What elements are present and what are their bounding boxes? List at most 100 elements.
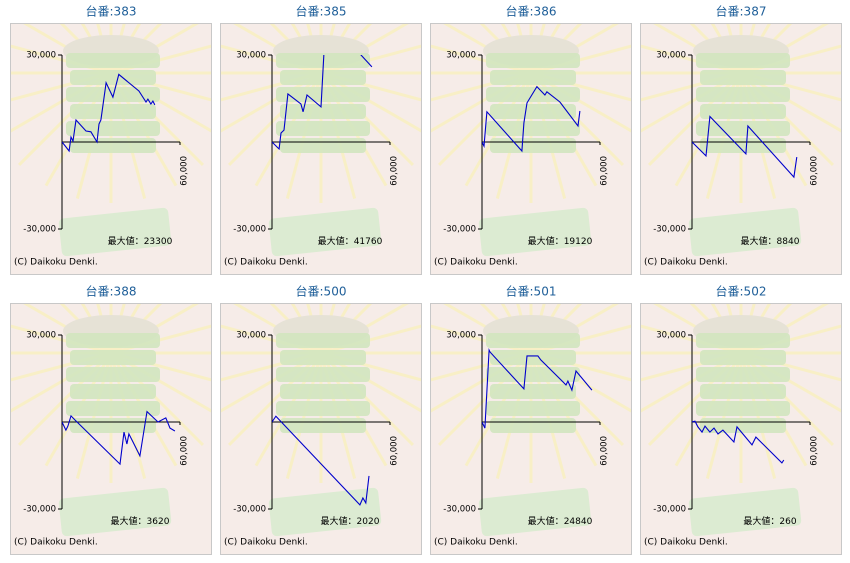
data-line: [62, 73, 156, 153]
y-tick-label: -30,000: [23, 505, 56, 515]
decor-tray: [58, 207, 172, 257]
data-line: [482, 85, 581, 153]
decor-tier: [700, 104, 786, 119]
decor-tier: [276, 121, 370, 136]
decor-tier: [696, 333, 790, 348]
copyright: (C) Daikoku Denki.: [434, 258, 518, 268]
chart-panel: 台番:387 30,000 -30,000 60,000 最大値：8840 (C) Dai…: [640, 4, 842, 275]
decor-tier: [490, 104, 576, 119]
x-tick-label: 60,000: [600, 436, 610, 466]
chart-title: 台番:388: [86, 284, 137, 299]
copyright: (C) Daikoku Denki.: [434, 538, 518, 548]
max-label: 最大値：: [741, 235, 777, 247]
y-tick-label: -30,000: [443, 505, 476, 515]
decor-tier: [486, 333, 580, 348]
max-value-text: 最大値：23300: [108, 235, 173, 247]
decor-tray: [478, 207, 592, 257]
chart-title: 台番:501: [506, 284, 557, 299]
chart-title: 台番:383: [86, 4, 137, 19]
decor-tier: [66, 53, 160, 68]
decor-tier: [486, 367, 580, 382]
x-tick-label: 60,000: [180, 156, 190, 186]
max-value: 19120: [564, 237, 593, 247]
y-tick-label: 30,000: [236, 331, 266, 341]
chart-title: 台番:385: [296, 4, 347, 19]
max-label: 最大値：: [743, 515, 779, 527]
copyright: (C) Daikoku Denki.: [14, 258, 98, 268]
decor-tier: [70, 418, 156, 433]
y-tick-label: -30,000: [233, 505, 266, 515]
decor-tier: [490, 70, 576, 85]
decor-tier: [486, 87, 580, 102]
max-value: 260: [779, 517, 796, 527]
max-label: 最大値：: [111, 515, 147, 527]
chart-panel: 台番:501 30,000 -30,000 60,000 最大値：24840 (C) Da…: [430, 284, 632, 555]
decor-tier: [276, 367, 370, 382]
chart-title: 台番:386: [506, 4, 557, 19]
copyright: (C) Daikoku Denki.: [224, 258, 308, 268]
y-tick-label: 30,000: [26, 331, 56, 341]
y-tick-label: -30,000: [653, 505, 686, 515]
y-tick-label: -30,000: [443, 225, 476, 235]
data-line: [272, 415, 370, 506]
chart-title: 台番:387: [716, 4, 767, 19]
decor-tier: [486, 53, 580, 68]
data-line: [482, 347, 593, 429]
max-value: 23300: [144, 237, 173, 247]
decor-tier: [70, 104, 156, 119]
decor-tier: [490, 418, 576, 433]
max-value: 24840: [564, 517, 593, 527]
decor-tier: [66, 121, 160, 136]
chart-panel: 台番:500 30,000 -30,000 60,000 最大値：2020 (C) Dai…: [220, 284, 422, 555]
max-value: 41760: [354, 237, 383, 247]
x-tick-label: 60,000: [390, 436, 400, 466]
decor-tier: [276, 333, 370, 348]
decor-tier: [66, 333, 160, 348]
max-value: 3620: [147, 517, 170, 527]
data-line: [692, 115, 798, 179]
max-value-text: 最大値：8840: [741, 235, 800, 247]
decor-tier: [276, 87, 370, 102]
decor-tray: [688, 487, 802, 537]
y-tick-label: -30,000: [653, 225, 686, 235]
y-tick-label: 30,000: [656, 51, 686, 61]
max-value-text: 最大値：19120: [528, 235, 593, 247]
decor-tier: [486, 121, 580, 136]
decor-tier: [70, 138, 156, 153]
max-value: 2020: [357, 517, 380, 527]
max-value: 8840: [777, 237, 800, 247]
decor-tier: [280, 418, 366, 433]
decor-tier: [696, 53, 790, 68]
decor-tier: [66, 367, 160, 382]
max-label: 最大値：: [318, 235, 354, 247]
chart-title: 台番:502: [716, 284, 767, 299]
decor-tier: [490, 384, 576, 399]
y-tick-label: -30,000: [233, 225, 266, 235]
y-tick-label: -30,000: [23, 225, 56, 235]
decor-tier: [70, 70, 156, 85]
x-tick-label: 60,000: [600, 156, 610, 186]
y-tick-label: 30,000: [26, 51, 56, 61]
max-value-text: 最大値：3620: [111, 515, 170, 527]
max-label: 最大値：: [321, 515, 357, 527]
decor-tray: [268, 207, 382, 257]
decor-tier: [700, 418, 786, 433]
decor-tier: [696, 121, 790, 136]
max-value-text: 最大値：24840: [528, 515, 593, 527]
decor-tier: [696, 401, 790, 416]
max-value-text: 最大値：41760: [318, 235, 383, 247]
decor-tray: [688, 207, 802, 257]
y-tick-label: 30,000: [236, 51, 266, 61]
copyright: (C) Daikoku Denki.: [644, 538, 728, 548]
chart-title: 台番:500: [296, 284, 347, 299]
max-label: 最大値：: [108, 235, 144, 247]
decor-tray: [268, 487, 382, 537]
chart-panel: 台番:502 30,000 -30,000 60,000 最大値：260 (C) Daik…: [640, 284, 842, 555]
y-tick-label: 30,000: [446, 51, 476, 61]
decor-tier: [280, 350, 366, 365]
x-tick-label: 60,000: [180, 436, 190, 466]
decor-tier: [700, 70, 786, 85]
decor-tier: [276, 401, 370, 416]
decor-tier: [66, 87, 160, 102]
